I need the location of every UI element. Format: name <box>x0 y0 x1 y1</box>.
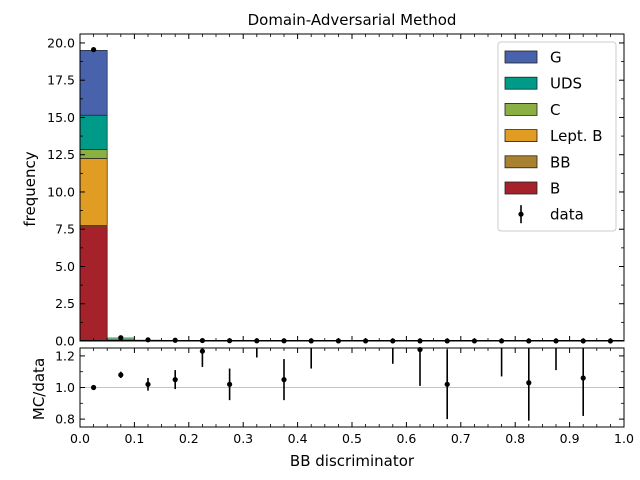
legend-swatch-g <box>504 50 538 64</box>
bar-uds-bin-0 <box>79 114 108 150</box>
legend-label-uds: UDS <box>550 75 582 93</box>
ratio-point-1 <box>118 372 124 378</box>
x-axis-label: BB discriminator <box>290 452 415 470</box>
main-y-tick-label-6: 15.0 <box>47 110 75 125</box>
legend-label-lept-b: Lept. B <box>550 127 603 145</box>
ratio-point-16 <box>526 380 532 386</box>
ratio-y-axis-label: MC/data <box>30 358 48 420</box>
x-tick-label-6: 0.6 <box>396 431 416 446</box>
main-plot-frame <box>79 33 625 342</box>
legend-swatch-uds <box>504 76 538 90</box>
legend-data-marker <box>518 211 524 217</box>
ratio-point-5 <box>227 381 233 387</box>
y-axis-label: frequency <box>21 151 39 226</box>
ratio-plot-ticks: 0.0 0.1 0.2 0.3 0.4 0.5 0.6 0.7 0.8 0.9 1.0 0.8 1.0 1… <box>55 348 634 446</box>
bar-g-bin-0 <box>79 50 108 116</box>
x-tick-label-8: 0.8 <box>505 431 525 446</box>
legend-swatch-bb <box>504 155 538 169</box>
data-point-0 <box>91 47 97 53</box>
main-y-tick-label-1: 2.5 <box>55 296 75 311</box>
main-y-tick-label-8: 20.0 <box>47 35 75 50</box>
x-tick-label-3: 0.3 <box>233 431 253 446</box>
ratio-point-2 <box>145 381 151 387</box>
main-y-tick-label-0: 0.0 <box>55 334 75 349</box>
x-tick-label-4: 0.4 <box>288 431 308 446</box>
ratio-y-tick-label-2: 1.2 <box>55 348 75 363</box>
chart-title: Domain-Adversarial Method <box>248 11 457 29</box>
legend-label-b: B <box>550 180 560 198</box>
ratio-point-7 <box>281 377 287 383</box>
main-y-tick-label-3: 7.5 <box>55 222 75 237</box>
x-tick-label-7: 0.7 <box>451 431 471 446</box>
ratio-y-tick-label-0: 0.8 <box>55 412 75 427</box>
ratio-plot-points <box>91 346 586 421</box>
x-tick-label-9: 0.9 <box>560 431 580 446</box>
ratio-point-3 <box>172 377 178 383</box>
main-y-tick-label-7: 17.5 <box>47 73 75 88</box>
ratio-y-tick-label-1: 1.0 <box>55 380 75 395</box>
legend-label-bb: BB <box>550 153 571 171</box>
bar-bb-bin-0 <box>80 225 108 227</box>
legend-swatch-lept-b <box>504 129 538 143</box>
ratio-point-13 <box>444 381 450 387</box>
ratio-point-0 <box>91 384 97 391</box>
ratio-point-18 <box>580 375 586 381</box>
ratio-point-4 <box>199 348 205 354</box>
x-tick-label-10: 1.0 <box>614 431 634 446</box>
x-tick-label-1: 0.1 <box>124 431 144 446</box>
ratio-plot-frame <box>79 347 625 428</box>
main-y-tick-label-2: 5.0 <box>55 259 75 274</box>
bar-b-bin-0 <box>79 225 108 342</box>
main-plot-ticks: 0.0 2.5 5.0 7.5 10.0 12.5 15.0 17.5 20.0 <box>47 34 625 349</box>
x-tick-label-0: 0.0 <box>70 431 90 446</box>
legend-label-c: C <box>550 101 560 119</box>
data-point-1 <box>118 335 124 341</box>
main-y-tick-label-4: 10.0 <box>47 184 75 199</box>
legend-label-data: data <box>550 206 584 224</box>
x-tick-label-2: 0.2 <box>179 431 199 446</box>
x-tick-label-5: 0.5 <box>342 431 362 446</box>
legend-label-g: G <box>550 49 562 67</box>
legend-swatch-c <box>504 103 538 116</box>
bar-c-bin-0 <box>79 149 108 159</box>
legend-swatch-b <box>504 181 538 195</box>
main-y-tick-label-5: 12.5 <box>47 147 75 162</box>
